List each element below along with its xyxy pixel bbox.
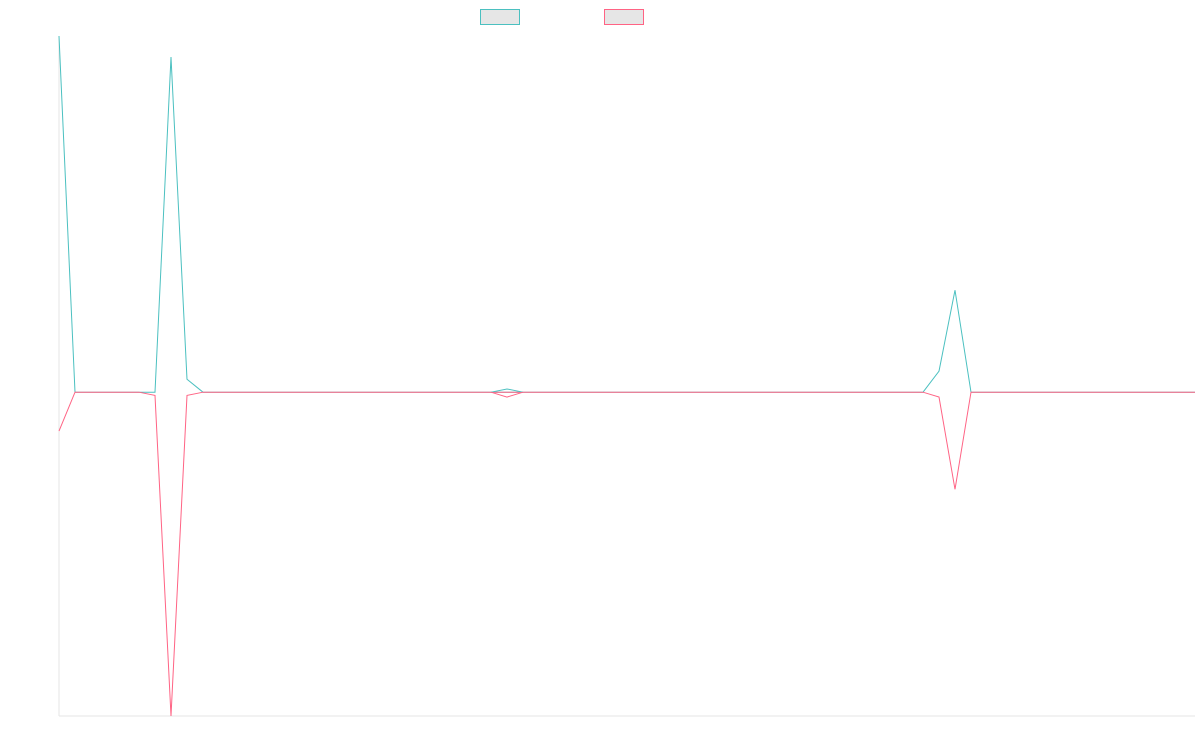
series-2-point[interactable] bbox=[200, 389, 206, 395]
series-2-point[interactable] bbox=[1112, 389, 1118, 395]
series-2-point[interactable] bbox=[952, 486, 958, 492]
series-2-point[interactable] bbox=[1128, 389, 1134, 395]
legend-swatch-series-2[interactable] bbox=[604, 9, 644, 25]
series-2-point[interactable] bbox=[328, 389, 334, 395]
series-2-point[interactable] bbox=[456, 389, 462, 395]
series-2-point[interactable] bbox=[120, 389, 126, 395]
series-2-point[interactable] bbox=[216, 389, 222, 395]
series-2-point[interactable] bbox=[968, 389, 974, 395]
series-2-point[interactable] bbox=[536, 389, 542, 395]
series-2-point[interactable] bbox=[1192, 389, 1198, 395]
series-2-point[interactable] bbox=[840, 389, 846, 395]
series-2-point[interactable] bbox=[984, 389, 990, 395]
series-2-point[interactable] bbox=[712, 389, 718, 395]
series-2-point[interactable] bbox=[824, 389, 830, 395]
series-2-point[interactable] bbox=[680, 389, 686, 395]
series-2-point[interactable] bbox=[664, 389, 670, 395]
series-1-point[interactable] bbox=[952, 287, 958, 293]
series-2-point[interactable] bbox=[424, 389, 430, 395]
series-2-point[interactable] bbox=[1144, 389, 1150, 395]
series-2-point[interactable] bbox=[648, 389, 654, 395]
series-2-point[interactable] bbox=[152, 392, 158, 398]
series-2-point[interactable] bbox=[88, 389, 94, 395]
series-2-point[interactable] bbox=[616, 389, 622, 395]
series-2-point[interactable] bbox=[472, 389, 478, 395]
series-2-point[interactable] bbox=[568, 389, 574, 395]
series-2-point[interactable] bbox=[552, 389, 558, 395]
series-2-point[interactable] bbox=[440, 389, 446, 395]
series-1-point[interactable] bbox=[168, 54, 174, 60]
series-2-point[interactable] bbox=[696, 389, 702, 395]
series-2-point[interactable] bbox=[600, 389, 606, 395]
series-2-point[interactable] bbox=[1032, 389, 1038, 395]
series-2-point[interactable] bbox=[792, 389, 798, 395]
series-2-point[interactable] bbox=[184, 392, 190, 398]
series-2-blip bbox=[490, 391, 524, 398]
series-2-point[interactable] bbox=[728, 389, 734, 395]
series-2-point[interactable] bbox=[1176, 389, 1182, 395]
series-1-point[interactable] bbox=[56, 33, 62, 39]
series-2-point[interactable] bbox=[744, 389, 750, 395]
series-2-point[interactable] bbox=[872, 389, 878, 395]
series-2-point[interactable] bbox=[584, 389, 590, 395]
series-2-point[interactable] bbox=[760, 389, 766, 395]
series-2-point[interactable] bbox=[632, 389, 638, 395]
series-2-point[interactable] bbox=[136, 389, 142, 395]
series-2-point[interactable] bbox=[920, 389, 926, 395]
series-2-point[interactable] bbox=[1064, 389, 1070, 395]
series-2-point[interactable] bbox=[1096, 389, 1102, 395]
series-2-point[interactable] bbox=[1080, 389, 1086, 395]
series-2-point[interactable] bbox=[264, 389, 270, 395]
series-2-point[interactable] bbox=[856, 389, 862, 395]
series-2-point[interactable] bbox=[1048, 389, 1054, 395]
series-2-point[interactable] bbox=[392, 389, 398, 395]
series-2-point[interactable] bbox=[72, 389, 78, 395]
series-2-point[interactable] bbox=[1160, 389, 1166, 395]
series-2-point[interactable] bbox=[936, 394, 942, 400]
series-2-point[interactable] bbox=[280, 389, 286, 395]
series-2-point[interactable] bbox=[248, 389, 254, 395]
series-1-blip bbox=[490, 388, 524, 393]
series-2-point[interactable] bbox=[360, 389, 366, 395]
series-2-point[interactable] bbox=[376, 389, 382, 395]
series-2-point[interactable] bbox=[344, 389, 350, 395]
series-2-point[interactable] bbox=[408, 389, 414, 395]
series-2-point[interactable] bbox=[776, 389, 782, 395]
series-2-point[interactable] bbox=[1016, 389, 1022, 395]
series-2-point[interactable] bbox=[232, 389, 238, 395]
series-2-point[interactable] bbox=[904, 389, 910, 395]
series-2-point[interactable] bbox=[296, 389, 302, 395]
series-2-point[interactable] bbox=[104, 389, 110, 395]
series-2-point[interactable] bbox=[504, 389, 510, 395]
series-1-line bbox=[58, 35, 1195, 393]
series-2-point[interactable] bbox=[312, 389, 318, 395]
series-2-point[interactable] bbox=[888, 389, 894, 395]
series-2-line bbox=[58, 391, 1195, 717]
series-2-point[interactable] bbox=[808, 389, 814, 395]
series-1-point[interactable] bbox=[184, 376, 190, 382]
series-2-point[interactable] bbox=[1000, 389, 1006, 395]
legend-swatch-series-1[interactable] bbox=[480, 9, 520, 25]
series-2-point[interactable] bbox=[168, 713, 174, 719]
series-1-point[interactable] bbox=[936, 368, 942, 374]
series-2-point[interactable] bbox=[56, 428, 62, 434]
